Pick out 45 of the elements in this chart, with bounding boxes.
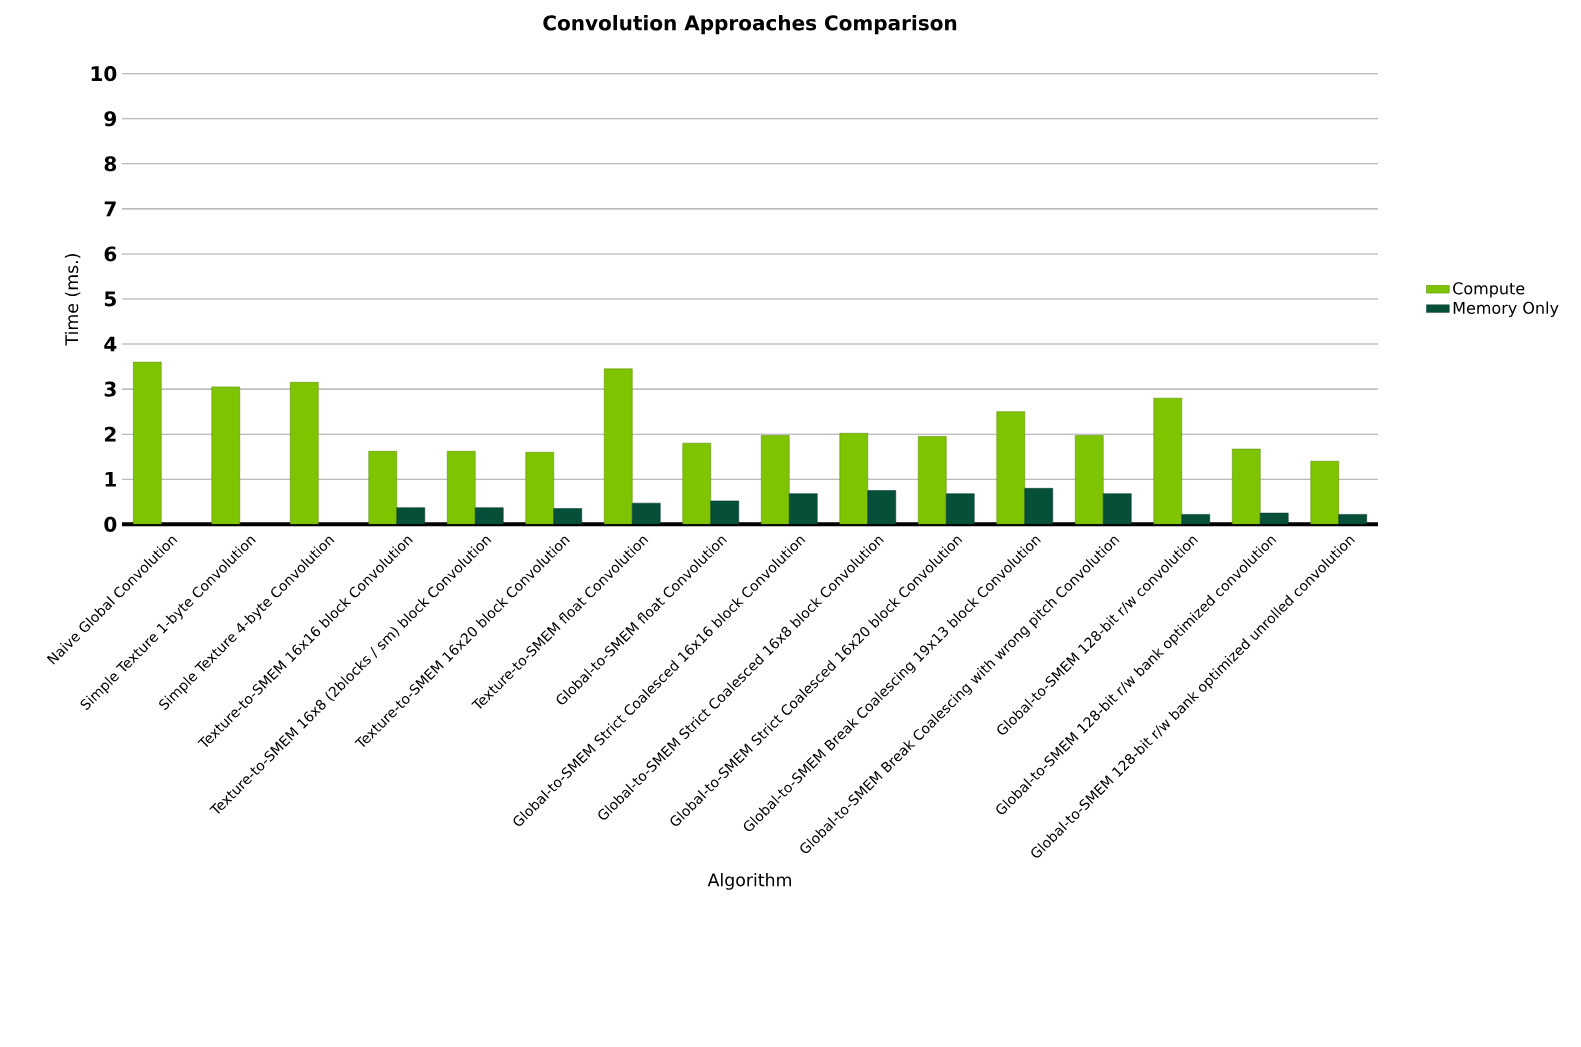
bar bbox=[631, 502, 661, 525]
bar bbox=[525, 451, 555, 525]
y-tick-label: 1 bbox=[105, 471, 116, 487]
y-tick-label: 8 bbox=[104, 156, 117, 172]
bar bbox=[603, 368, 633, 525]
bar bbox=[1181, 514, 1211, 525]
bar bbox=[553, 508, 583, 525]
x-axis-title: Algorithm bbox=[707, 872, 791, 890]
bar bbox=[1338, 514, 1368, 525]
y-tick-label: 7 bbox=[104, 201, 116, 217]
chart-title: Convolution Approaches Comparison bbox=[543, 14, 957, 35]
y-tick-label: 5 bbox=[104, 291, 116, 307]
y-tick-label: 6 bbox=[104, 246, 117, 262]
y-axis-title: Time (ms.) bbox=[64, 254, 81, 346]
bar bbox=[682, 442, 712, 525]
legend-label: Memory Only bbox=[1453, 301, 1559, 318]
bar bbox=[132, 361, 162, 525]
bar bbox=[211, 386, 241, 525]
bar bbox=[710, 500, 740, 525]
bar bbox=[945, 493, 975, 525]
bar bbox=[839, 433, 869, 525]
bar bbox=[446, 451, 476, 525]
bar bbox=[1102, 493, 1132, 525]
bar bbox=[1310, 460, 1340, 525]
bar bbox=[368, 451, 398, 525]
bar bbox=[996, 411, 1026, 525]
bar bbox=[1259, 512, 1289, 525]
y-tick-label: 10 bbox=[91, 66, 117, 82]
bar bbox=[867, 490, 897, 525]
bar bbox=[474, 507, 504, 525]
bar bbox=[289, 382, 319, 525]
bar bbox=[760, 435, 790, 525]
y-tick-label: 3 bbox=[104, 381, 116, 397]
y-tick-label: 9 bbox=[104, 111, 117, 127]
y-tick-label: 2 bbox=[104, 426, 116, 442]
bar bbox=[788, 493, 818, 525]
y-tick-label: 4 bbox=[104, 336, 117, 352]
bar bbox=[1074, 435, 1104, 525]
bar bbox=[1024, 488, 1054, 525]
bar bbox=[1231, 448, 1261, 525]
bar bbox=[396, 507, 426, 525]
bar bbox=[917, 436, 947, 525]
y-tick-label: 0 bbox=[104, 516, 117, 532]
bar bbox=[1153, 397, 1183, 525]
legend-label: Compute bbox=[1453, 282, 1525, 298]
